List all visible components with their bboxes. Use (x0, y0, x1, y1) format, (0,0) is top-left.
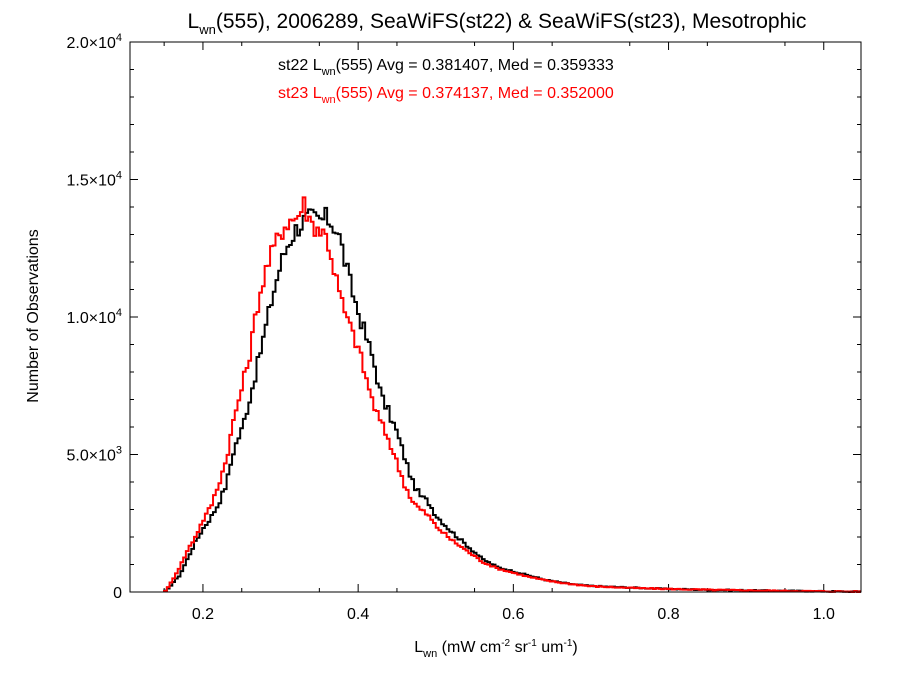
x-axis-title: Lwn (mW cm-2 sr-1 um-1) (414, 638, 577, 660)
annotation-st23: st23 Lwn(555) Avg = 0.374137, Med = 0.35… (278, 85, 614, 106)
y-tick-label-0: 0 (113, 585, 122, 602)
x-tick-label-4: 1.0 (813, 606, 835, 623)
title-rest: (555), 2006289, SeaWiFS(st22) & SeaWiFS(… (216, 10, 807, 33)
x-tick-label-2: 0.6 (502, 606, 524, 623)
y-tick-label-1: 5.0×103 (66, 445, 122, 465)
series-line-st23 (163, 196, 861, 593)
title-sub: wn (198, 22, 216, 37)
x-tick-label-0: 0.2 (192, 606, 214, 623)
axis-ticks: 0.2 0.4 0.6 0.8 1.0 0 5.0×103 1.0×104 1.5×104 2.0… (66, 32, 861, 623)
title-main: L (188, 10, 200, 33)
y-tick-label-3: 1.5×104 (66, 170, 122, 190)
plot-frame (129, 41, 862, 593)
annotation-st22: st22 Lwn(555) Avg = 0.381407, Med = 0.35… (278, 57, 614, 78)
x-tick-label-3: 0.8 (657, 606, 679, 623)
series-layer (163, 196, 861, 593)
y-tick-label-2: 1.0×104 (66, 307, 122, 327)
chart-title: Lwn(555), 2006289, SeaWiFS(st22) & SeaWi… (188, 10, 807, 37)
x-tick-label-1: 0.4 (347, 606, 369, 623)
y-tick-label-4: 2.0×104 (66, 32, 122, 52)
y-axis-title: Number of Observations (25, 229, 42, 402)
